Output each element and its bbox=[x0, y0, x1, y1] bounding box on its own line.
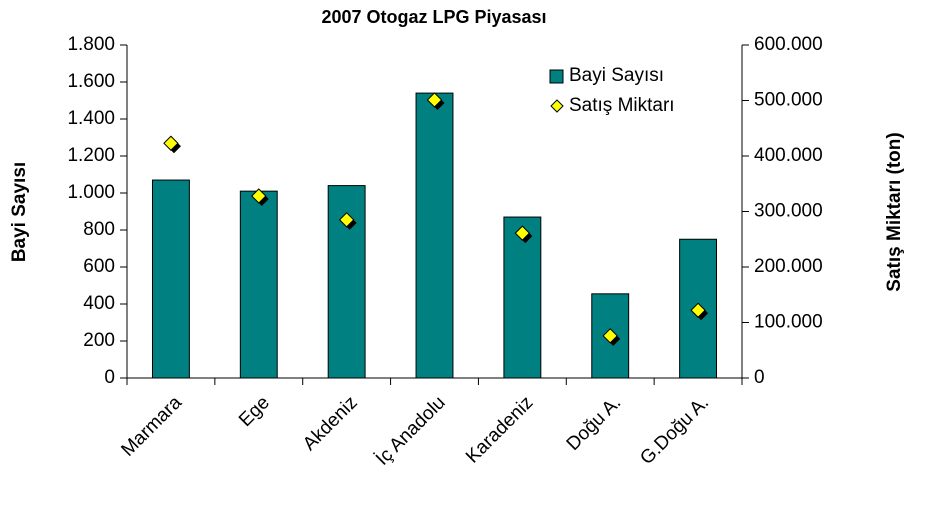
y-tick-label: 1.600 bbox=[67, 71, 115, 92]
chart-title: 2007 Otogaz LPG Piyasası bbox=[321, 7, 546, 27]
marker bbox=[163, 135, 179, 151]
y2-tick-label: 600.000 bbox=[754, 34, 823, 55]
x-tick-label: Karadeniz bbox=[462, 392, 537, 467]
x-tick-label: İç Anadolu bbox=[372, 392, 450, 470]
x-tick-label: Marmara bbox=[117, 392, 186, 461]
y2-tick-label: 300.000 bbox=[754, 201, 823, 222]
legend-box bbox=[542, 60, 738, 124]
y-tick-label: 200 bbox=[83, 330, 115, 351]
bar bbox=[151, 179, 190, 379]
marker bbox=[690, 302, 706, 318]
x-tick-label: G.Doğu A. bbox=[636, 392, 713, 469]
y-tick-label: 400 bbox=[83, 293, 115, 314]
marker bbox=[602, 328, 618, 344]
y2-axis-label: Satış Miktarı (ton) bbox=[884, 132, 905, 291]
y-tick-label: 1.200 bbox=[67, 145, 115, 166]
y2-tick-label: 0 bbox=[754, 367, 765, 388]
y2-tick-label: 500.000 bbox=[754, 90, 823, 111]
marker bbox=[338, 212, 355, 228]
y-tick-label: 1.400 bbox=[67, 108, 115, 129]
bar bbox=[239, 190, 278, 379]
x-tick-label: Doğu A. bbox=[563, 392, 626, 455]
y-tick-label: 800 bbox=[83, 219, 115, 240]
y2-tick-label: 100.000 bbox=[754, 312, 823, 333]
legend-swatch bbox=[549, 69, 564, 84]
marker bbox=[514, 225, 531, 241]
marker bbox=[426, 92, 443, 108]
y2-tick-label: 400.000 bbox=[754, 145, 823, 166]
y-tick-label: 1.000 bbox=[67, 182, 115, 203]
marker bbox=[251, 188, 267, 204]
y-tick-label: 0 bbox=[104, 367, 115, 388]
bar bbox=[415, 92, 454, 379]
y2-tick-label: 200.000 bbox=[754, 256, 823, 277]
legend-label: Satış Miktarı bbox=[569, 95, 675, 116]
y-tick-label: 1.800 bbox=[67, 34, 115, 55]
x-tick-label: Ege bbox=[235, 392, 274, 431]
x-tick-label: Akdeniz bbox=[299, 392, 362, 455]
legend-label: Bayi Sayısı bbox=[569, 65, 664, 86]
bar bbox=[503, 216, 542, 379]
y-tick-label: 600 bbox=[83, 256, 115, 277]
y-axis-label: Bayi Sayısı bbox=[9, 162, 30, 262]
legend-swatch bbox=[550, 99, 564, 113]
